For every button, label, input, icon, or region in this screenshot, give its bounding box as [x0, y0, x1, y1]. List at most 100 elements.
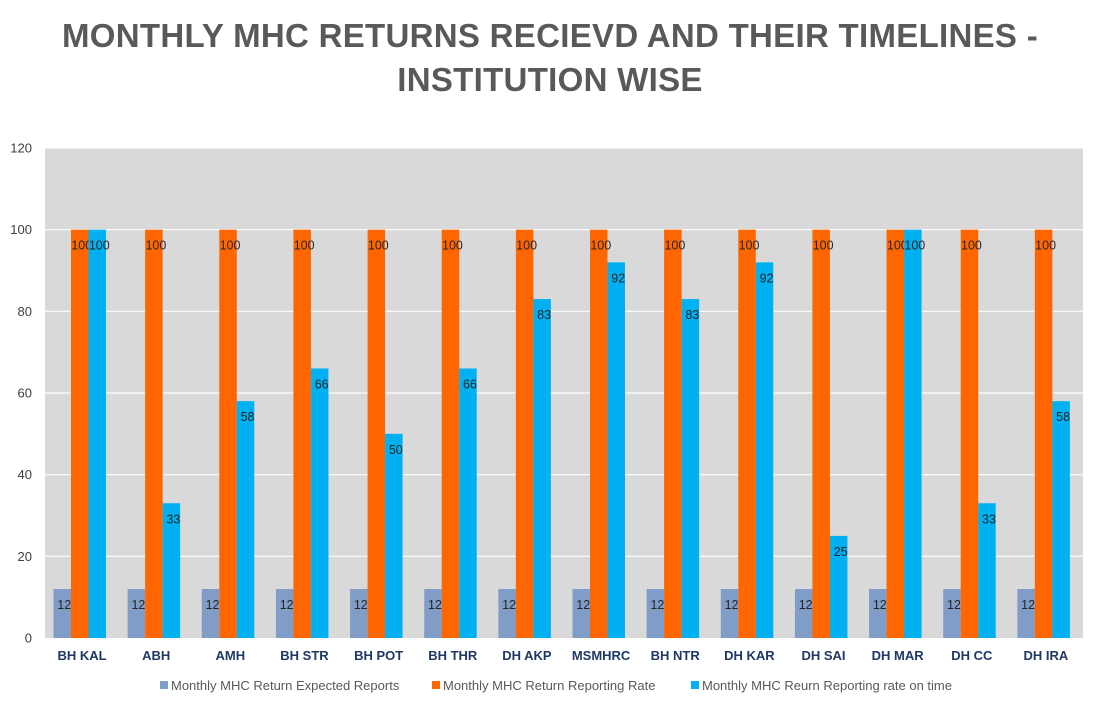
data-label: 92: [760, 271, 774, 285]
bar: [943, 589, 961, 638]
data-label: 66: [315, 378, 329, 392]
x-axis: BH KAL ABH AMH BH STR BH POT BH THR DH AKP MSMH…: [58, 648, 1069, 663]
y-tick-label: 20: [18, 549, 32, 564]
data-label: 12: [576, 598, 590, 612]
data-label: 12: [57, 598, 71, 612]
data-label: 12: [1021, 598, 1035, 612]
chart-title-line-1: MONTHLY MHC RETURNS RECIEVD AND THEIR TI…: [61, 17, 1039, 54]
x-tick-label: DH KAR: [724, 648, 775, 663]
bar: [960, 229, 979, 638]
data-label: 100: [887, 239, 908, 253]
data-label: 100: [220, 239, 241, 253]
x-tick-label: DH CC: [951, 648, 993, 663]
y-tick-label: 100: [10, 222, 32, 237]
data-label: 12: [947, 598, 961, 612]
data-label: 12: [873, 598, 887, 612]
data-label: 100: [664, 239, 685, 253]
data-label: 12: [354, 598, 368, 612]
legend-label: Monthly MHC Return Reporting Rate: [443, 678, 655, 693]
x-tick-label: DH AKP: [502, 648, 552, 663]
bar: [310, 368, 329, 638]
x-tick-label: DH SAI: [801, 648, 845, 663]
y-tick-label: 40: [18, 467, 32, 482]
bar: [978, 503, 996, 638]
y-tick-label: 80: [18, 304, 32, 319]
bar: [590, 229, 608, 638]
bar: [646, 589, 665, 638]
bar: [829, 535, 848, 638]
data-label: 100: [739, 239, 760, 253]
x-tick-label: DH IRA: [1024, 648, 1069, 663]
x-tick-label: MSMHRC: [572, 648, 631, 663]
y-tick-label: 0: [25, 631, 32, 646]
bar: [664, 229, 682, 638]
bar: [88, 229, 106, 638]
legend-swatch: [691, 681, 699, 689]
data-label: 92: [611, 271, 625, 285]
data-label: 12: [280, 598, 294, 612]
data-label: 25: [834, 545, 848, 559]
data-label: 12: [650, 598, 664, 612]
y-tick-label: 60: [18, 386, 32, 401]
data-label: 83: [685, 308, 699, 322]
bar: [459, 368, 477, 638]
y-tick-label: 120: [10, 141, 32, 156]
bar: [607, 262, 625, 638]
data-label: 100: [89, 239, 110, 253]
data-label: 58: [241, 410, 255, 424]
x-tick-label: BH KAL: [58, 648, 107, 663]
x-tick-label: BH THR: [428, 648, 478, 663]
y-axis: 0 20 40 60 80 100 120: [10, 141, 32, 646]
data-label: 100: [145, 239, 166, 253]
legend-label: Monthly MHC Return Expected Reports: [171, 678, 400, 693]
bar: [794, 589, 813, 638]
bar: [162, 503, 181, 638]
data-label: 100: [71, 239, 92, 253]
chart-title-line-2: INSTITUTION WISE: [397, 61, 703, 98]
bar: [498, 589, 516, 638]
data-label: 12: [502, 598, 516, 612]
bar: [441, 229, 460, 638]
bar: [1034, 229, 1053, 638]
x-tick-label: DH MAR: [872, 648, 925, 663]
bar: [572, 589, 590, 638]
bar: [275, 589, 294, 638]
data-label: 100: [294, 239, 315, 253]
data-label: 100: [904, 239, 925, 253]
bar: [720, 589, 739, 638]
bar: [1052, 401, 1070, 638]
bar: [145, 229, 163, 638]
x-tick-label: BH POT: [354, 648, 403, 663]
bar: [293, 229, 311, 638]
bar: [738, 229, 756, 638]
data-label: 100: [961, 239, 982, 253]
bar: [1017, 589, 1035, 638]
bar: [533, 299, 551, 638]
legend-swatch: [432, 681, 440, 689]
data-label: 12: [206, 598, 220, 612]
bar: [886, 229, 905, 638]
bar: [236, 401, 255, 638]
data-label: 100: [516, 239, 537, 253]
data-label: 100: [813, 239, 834, 253]
data-label: 83: [537, 308, 551, 322]
x-tick-label: BH STR: [280, 648, 329, 663]
x-tick-label: ABH: [142, 648, 170, 663]
x-tick-label: BH NTR: [651, 648, 701, 663]
data-label: 33: [982, 512, 996, 526]
legend-label: Monthly MHC Reurn Reporting rate on time: [702, 678, 952, 693]
data-label: 33: [166, 512, 180, 526]
bar: [755, 262, 774, 638]
data-label: 100: [1035, 239, 1056, 253]
bar: [367, 229, 386, 638]
bar: [681, 299, 700, 638]
data-label: 12: [725, 598, 739, 612]
data-label: 12: [131, 598, 145, 612]
bar: [385, 433, 403, 638]
bar: [71, 229, 89, 638]
bar: [869, 589, 887, 638]
data-label: 58: [1056, 410, 1070, 424]
x-tick-label: AMH: [216, 648, 246, 663]
bar: [127, 589, 146, 638]
data-label: 66: [463, 378, 477, 392]
